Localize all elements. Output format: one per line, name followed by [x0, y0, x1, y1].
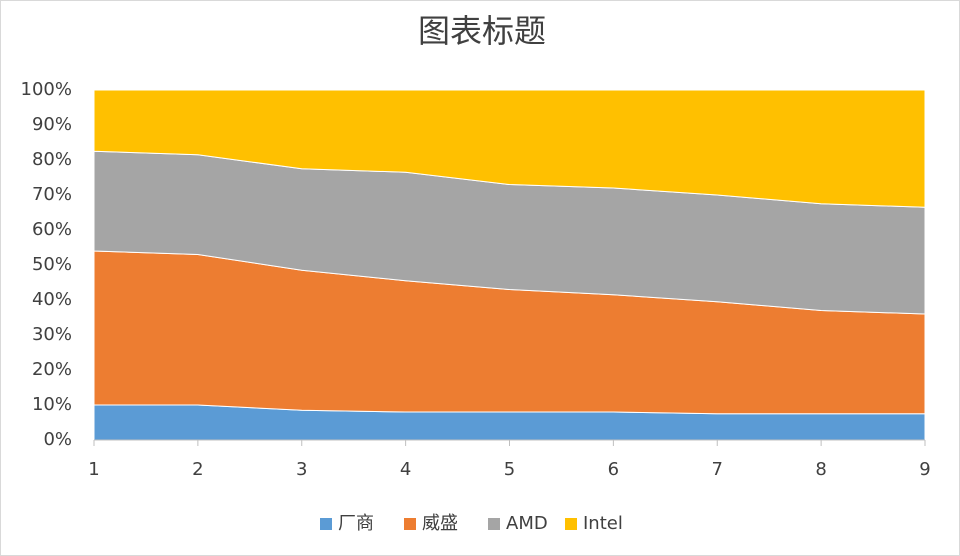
y-tick-label: 10% [32, 394, 72, 415]
y-tick-label: 30% [32, 324, 72, 345]
y-tick-label: 0% [43, 429, 72, 450]
x-tick-label: 7 [712, 459, 723, 480]
legend-label: 威盛 [422, 513, 458, 534]
legend-swatch [320, 518, 332, 530]
y-tick-label: 20% [32, 359, 72, 380]
y-tick-label: 70% [32, 184, 72, 205]
x-tick-label: 3 [296, 459, 307, 480]
chart-title: 图表标题 [418, 12, 546, 50]
legend-label: AMD [506, 513, 548, 534]
legend-label: Intel [583, 513, 623, 534]
x-tick-label: 8 [815, 459, 826, 480]
legend-swatch [565, 518, 577, 530]
y-tick-label: 40% [32, 289, 72, 310]
x-tick-label: 4 [400, 459, 411, 480]
y-tick-label: 100% [21, 79, 72, 100]
x-tick-label: 2 [192, 459, 203, 480]
y-tick-label: 50% [32, 254, 72, 275]
y-tick-label: 60% [32, 219, 72, 240]
x-tick-label: 1 [88, 459, 99, 480]
legend-label: 厂商 [338, 513, 374, 534]
y-tick-label: 80% [32, 149, 72, 170]
x-tick-label: 9 [919, 459, 930, 480]
x-tick-label: 5 [504, 459, 515, 480]
x-tick-label: 6 [608, 459, 619, 480]
legend-swatch [488, 518, 500, 530]
legend-swatch [404, 518, 416, 530]
y-tick-label: 90% [32, 114, 72, 135]
area [93, 89, 926, 208]
